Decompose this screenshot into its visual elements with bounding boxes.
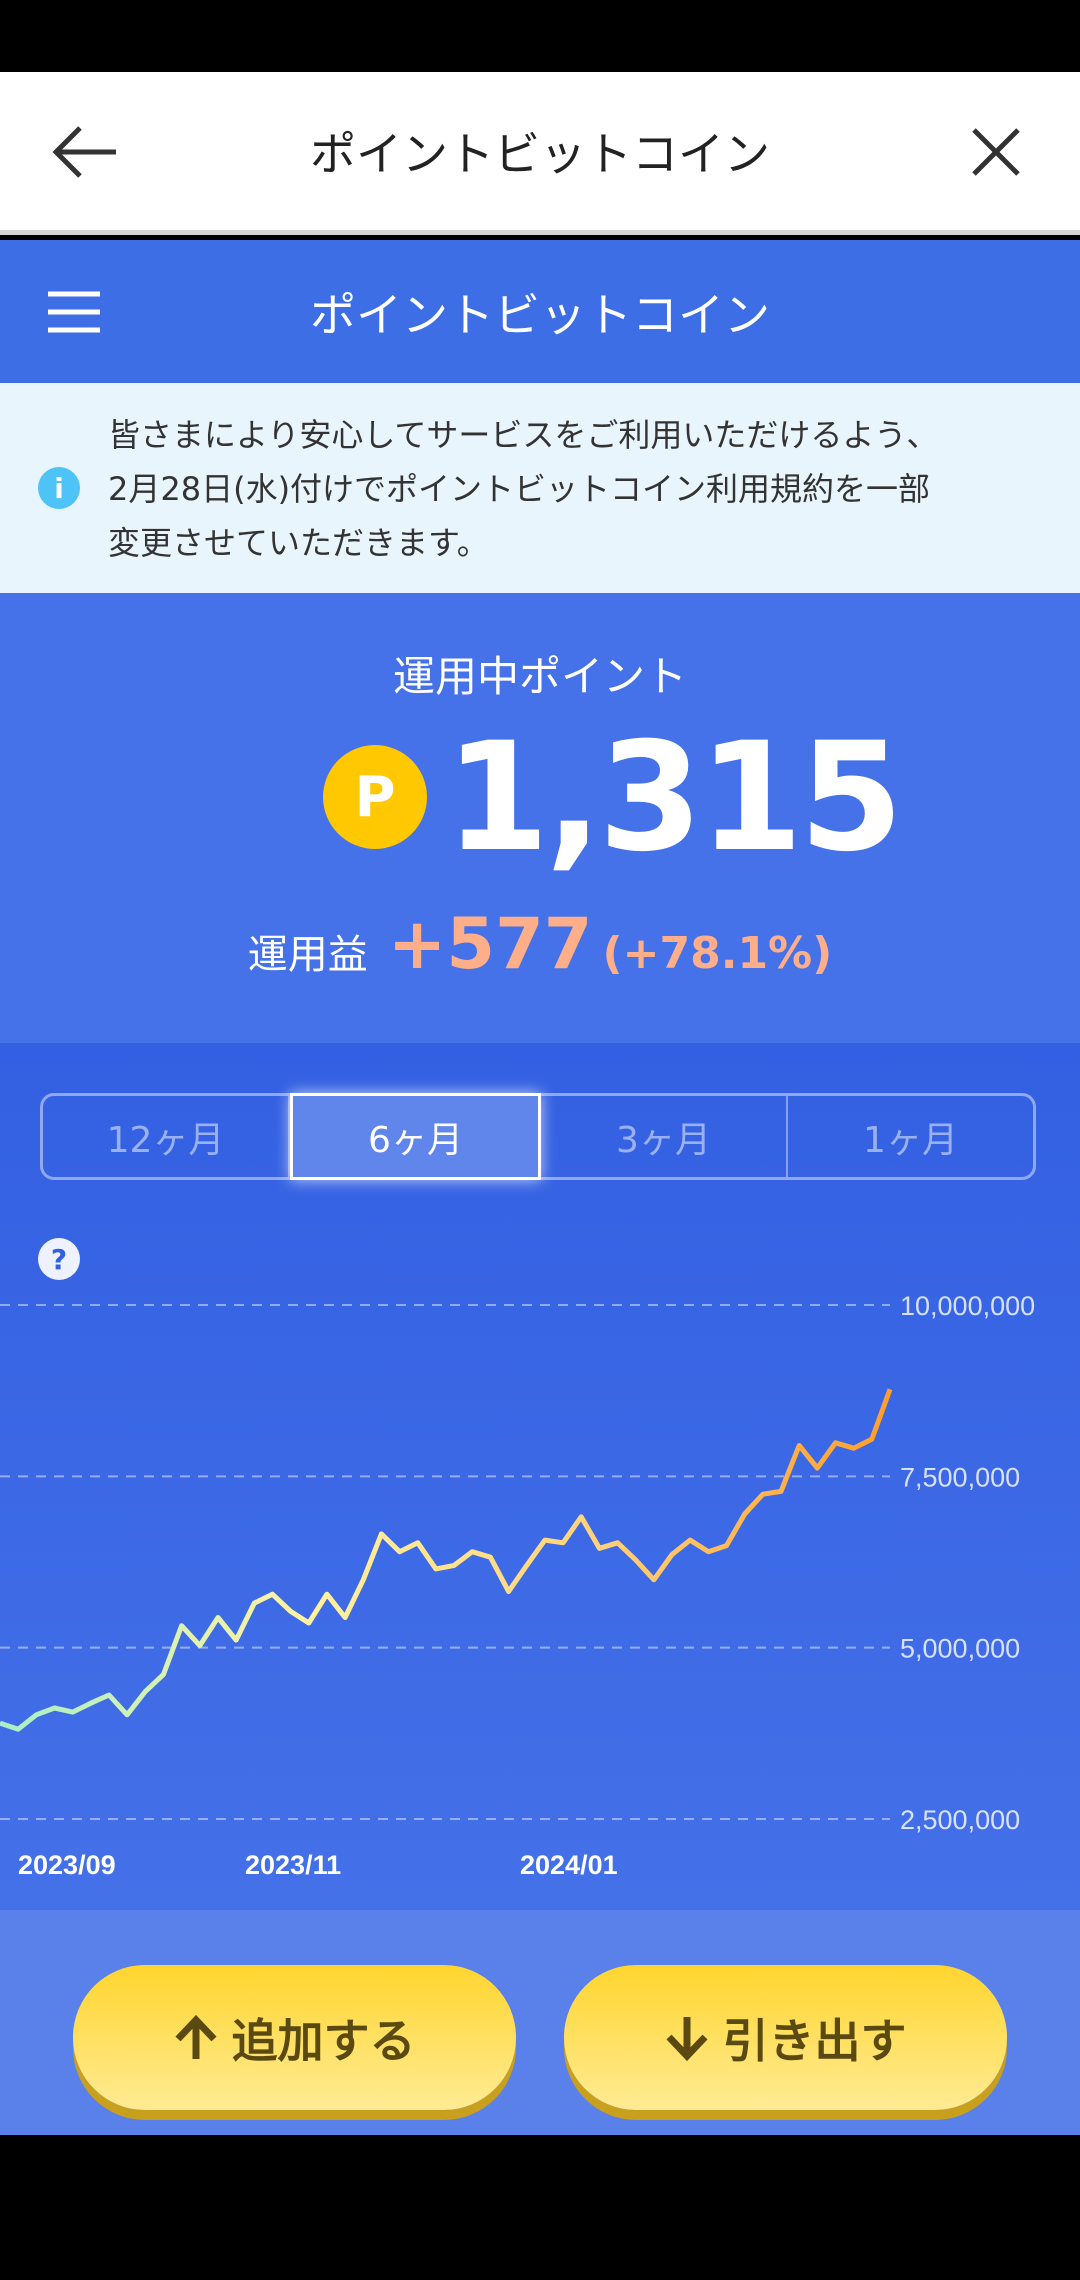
tab-6-months[interactable]: 6ヶ月 xyxy=(290,1093,541,1180)
points-label: 運用中ポイント xyxy=(392,652,687,701)
deposit-label: 追加する xyxy=(231,2013,416,2068)
header-title: ポイントビットコイン xyxy=(310,287,770,342)
notice-line: 変更させていただきます。 xyxy=(108,524,489,562)
withdraw-label: 引き出す xyxy=(722,2013,907,2068)
y-tick-label: 2,500,000 xyxy=(900,1805,1020,1835)
gain-value: +577 xyxy=(387,903,593,985)
header: ポイントビットコイン xyxy=(0,240,1080,383)
x-tick-label: 2024/01 xyxy=(520,1850,618,1880)
y-tick-label: 5,000,000 xyxy=(900,1634,1020,1664)
y-tick-label: 10,000,000 xyxy=(900,1291,1035,1321)
y-tick-label: 7,500,000 xyxy=(900,1462,1020,1492)
deposit-button[interactable]: 追加する xyxy=(73,1965,516,2110)
points-summary: 運用中ポイント P 1,315 運用益 +577 (+78.1%) xyxy=(0,593,1080,1043)
notice-banner[interactable] xyxy=(0,383,1080,593)
arrow-down-icon xyxy=(665,2016,708,2061)
x-tick-label: 2023/11 xyxy=(245,1850,341,1880)
withdraw-button[interactable]: 引き出す xyxy=(564,1965,1007,2110)
arrow-up-icon xyxy=(174,2014,217,2059)
arrow-left-icon[interactable] xyxy=(50,122,120,182)
price-chart: 10,000,000 7,500,000 5,000,000 2,500,000 202… xyxy=(0,1291,1035,1880)
gain-row: 運用益 +577 (+78.1%) xyxy=(0,903,1080,985)
chart-section: 10,000,000 7,500,000 5,000,000 2,500,000 202… xyxy=(0,1043,1080,1910)
notice-line: 皆さまにより安心してサービスをご利用いただけるよう、 xyxy=(108,416,939,454)
gain-label: 運用益 xyxy=(247,932,368,978)
hamburger-menu-icon[interactable] xyxy=(46,290,102,334)
close-icon[interactable] xyxy=(966,122,1026,182)
tab-1-month[interactable]: 1ヶ月 xyxy=(863,1119,958,1161)
notice-line: 2月28日(水)付けでポイントビットコイン利用規約を一部 xyxy=(108,470,931,508)
notice-text[interactable]: 皆さまにより安心してサービスをご利用いただけるよう、 2月28日(水)付けでポイ… xyxy=(108,408,1058,570)
gain-percent: (+78.1%) xyxy=(602,928,833,979)
info-icon: i xyxy=(38,467,80,509)
app-bar: ポイントビットコイン xyxy=(0,72,1080,235)
points-value: 1,315 xyxy=(445,711,903,885)
app-bar-title: ポイントビットコイン xyxy=(310,127,770,181)
point-coin-icon: P xyxy=(323,745,427,849)
tab-3-months[interactable]: 3ヶ月 xyxy=(541,1096,788,1177)
action-bar: 追加する 引き出す xyxy=(0,1910,1080,2135)
x-tick-label: 2023/09 xyxy=(18,1850,116,1880)
price-line xyxy=(0,1388,893,1732)
tab-12-months[interactable]: 12ヶ月 xyxy=(43,1096,290,1177)
help-icon[interactable]: ? xyxy=(38,1238,80,1280)
period-tabs: 12ヶ月 6ヶ月 3ヶ月 1ヶ月 xyxy=(40,1093,1036,1180)
